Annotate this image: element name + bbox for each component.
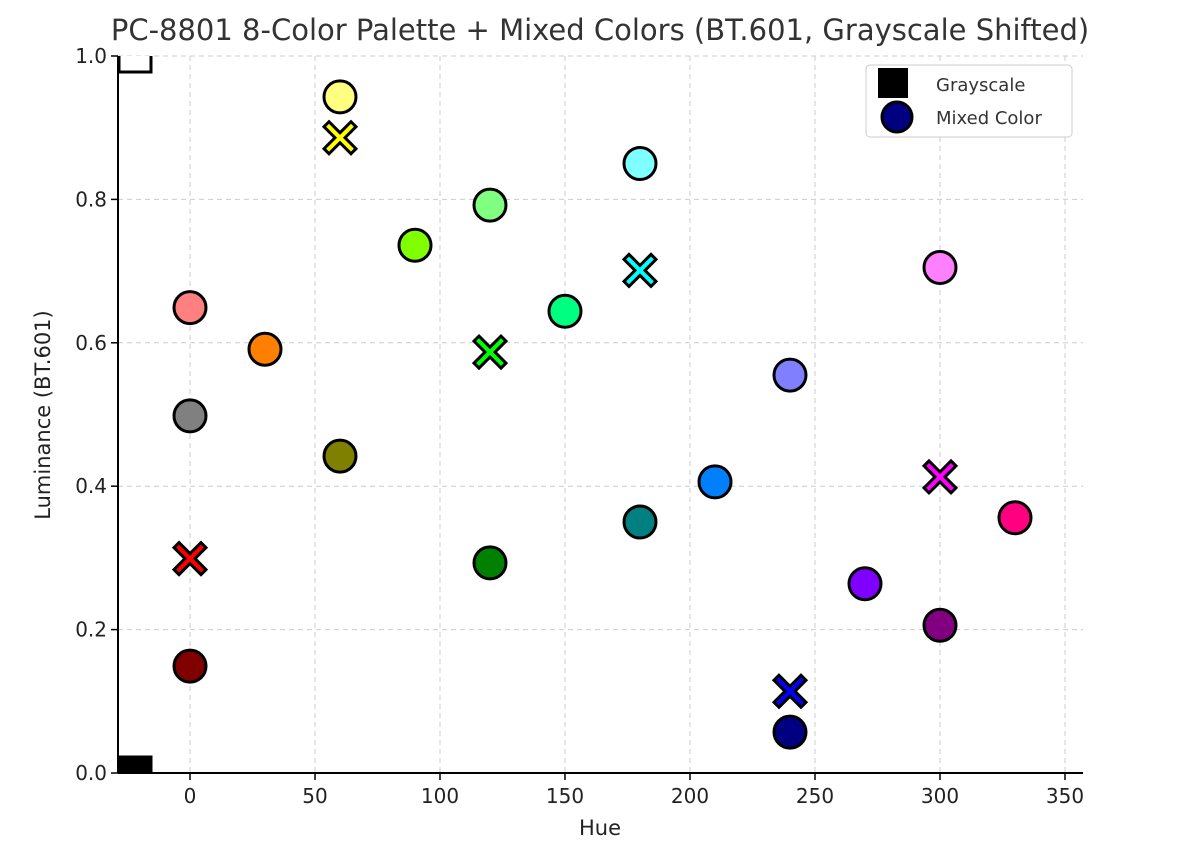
x-tick-label: 250 — [796, 784, 834, 808]
x-tick-label: 0 — [184, 784, 197, 808]
mixed-color-point — [397, 227, 433, 263]
legend-label-grayscale: Grayscale — [936, 75, 1025, 96]
mixed-color-point — [847, 566, 883, 602]
x-tick-label: 300 — [921, 784, 959, 808]
mixed-color-point — [172, 398, 208, 434]
grayscale-point — [118, 56, 153, 74]
mixed-color-point — [547, 293, 583, 329]
legend-label-mixed: Mixed Color — [936, 108, 1042, 129]
base-color-point — [171, 540, 209, 577]
y-tick-label: 0.0 — [75, 761, 107, 785]
mixed-color-point — [922, 607, 958, 643]
x-tick-label: 350 — [1046, 784, 1084, 808]
mixed-color-point — [322, 438, 358, 474]
x-tick-label: 150 — [546, 784, 584, 808]
mixed-color-point — [697, 464, 733, 500]
base-color-point — [921, 458, 959, 496]
base-color-point — [471, 333, 509, 371]
y-axis-label: Luminance (BT.601) — [31, 310, 55, 519]
y-tick-label: 0.6 — [75, 331, 107, 355]
mixed-color-point — [922, 250, 958, 286]
legend: Grayscale Mixed Color — [865, 64, 1073, 138]
chart-title: PC-8801 8-Color Palette + Mixed Colors (… — [111, 13, 1089, 47]
mixed-color-point — [322, 79, 358, 115]
y-tick-label: 0.2 — [75, 618, 107, 642]
mixed-color-point — [622, 504, 658, 540]
y-tick-label: 0.8 — [75, 187, 107, 211]
base-color-point — [771, 673, 809, 710]
y-tick-label: 0.4 — [75, 474, 107, 498]
base-color-point — [321, 119, 359, 156]
x-tick-label: 100 — [421, 784, 459, 808]
legend-marker-mixed — [880, 100, 914, 134]
mixed-color-point — [772, 714, 808, 750]
mixed-color-point — [622, 146, 658, 182]
grayscale-point — [118, 755, 153, 773]
x-tick-label: 50 — [302, 784, 327, 808]
mixed-color-point — [172, 290, 208, 326]
y-tick-label: 1.0 — [75, 44, 107, 68]
mixed-color-point — [472, 545, 508, 581]
mixed-color-point — [772, 357, 808, 393]
mixed-color-point — [997, 500, 1033, 536]
legend-marker-grayscale — [878, 68, 908, 98]
mixed-color-point — [247, 331, 283, 367]
x-axis-label: Hue — [579, 816, 621, 840]
x-tick-label: 200 — [671, 784, 709, 808]
base-color-point — [621, 252, 659, 289]
mixed-color-point — [472, 187, 508, 223]
mixed-color-point — [172, 648, 208, 684]
